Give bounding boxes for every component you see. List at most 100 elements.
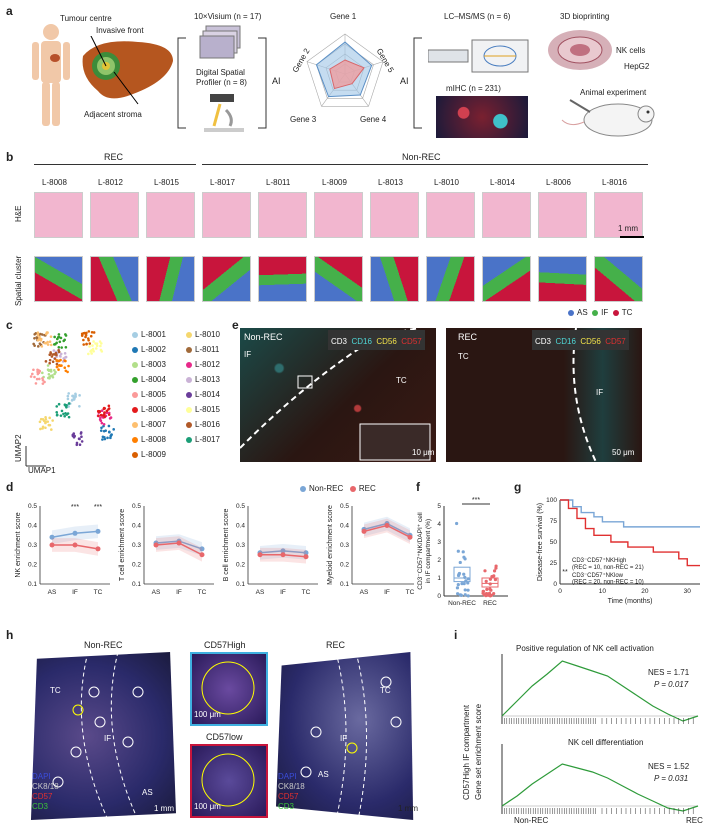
h-cd57high-scale: 100 μm (194, 710, 221, 719)
d-y-label: B cell enrichment score (223, 509, 230, 582)
sample-label: L-8013 (378, 178, 403, 187)
g-x-tick: 0 (558, 588, 562, 595)
umap-point (66, 394, 70, 398)
f-y-label-1: CD3⁻CD57⁺NK/DAPI⁺ cell (417, 512, 424, 590)
legend-rec-label: REC (358, 484, 376, 493)
marker-cd56: CD56 (376, 337, 397, 346)
f-point (484, 579, 488, 583)
d-y-tick: 0.2 (236, 562, 245, 569)
sample-label: L-8017 (210, 178, 235, 187)
umap-legend-dot (132, 436, 138, 443)
h-channel-label: CK8/18 (278, 782, 305, 791)
umap-point (107, 413, 111, 416)
d-y-label: NK enrichment score (15, 512, 22, 577)
gene4-label: Gene 4 (360, 115, 387, 124)
umap-legend-item: L-8014 (186, 390, 220, 399)
umap-point (60, 346, 63, 349)
gsea-plots (501, 654, 699, 814)
umap-point (87, 352, 90, 356)
umap-point (48, 340, 52, 344)
g-x-tick: 10 (599, 588, 607, 595)
legend-as-dot (568, 309, 574, 316)
umap-point (80, 334, 84, 337)
f-sig: *** (472, 497, 480, 504)
tumour-centre-label: Tumour centre (60, 14, 112, 23)
umap-point (79, 432, 83, 435)
umap-legend-item: L-8004 (132, 375, 166, 384)
ai-label-right: AI (400, 76, 409, 86)
he-tile (202, 192, 251, 238)
gene3-label: Gene 3 (290, 115, 317, 124)
he-tile (90, 192, 139, 238)
spatial-cluster-tile (202, 256, 251, 302)
f-point (457, 572, 461, 577)
e-marker-legend-right: CD3 CD16 CD56 CD57 (532, 330, 629, 350)
f-y-tick: 5 (437, 503, 441, 510)
umap-point (103, 435, 106, 439)
d-series-point (153, 542, 159, 548)
umap-point (54, 351, 58, 355)
sample-label: L-8008 (42, 178, 67, 187)
umap-point (99, 348, 103, 352)
umap-point (52, 349, 56, 352)
d-y-tick: 0.1 (340, 581, 349, 588)
legend-nonrec-dot (300, 485, 306, 492)
d-series-point (199, 546, 205, 552)
h-cd57low-scale: 100 μm (194, 802, 221, 811)
umap-point (59, 358, 62, 362)
umap-point (99, 342, 103, 345)
umap-point (109, 436, 112, 440)
umap-point (38, 335, 41, 339)
umap-point (89, 334, 93, 338)
marker-cd57-r: CD57 (605, 337, 626, 346)
umap-point (92, 331, 96, 334)
f-point (466, 594, 470, 598)
legend-tc-dot (612, 309, 619, 316)
h-rec-title: REC (326, 640, 346, 650)
umap-point (60, 364, 63, 367)
enrichment-score-plots: 0.1 0.2 0.3 0.4 0.5 AS IF TC NK enrichment score… (15, 503, 414, 596)
dsp-label-line2: Profiler (n = 8) (196, 78, 247, 87)
umap-legend-dot (186, 391, 192, 398)
umap-point (59, 352, 63, 356)
umap-legend-item: L-8008 (132, 435, 166, 444)
he-scale-bar (620, 236, 644, 238)
umap-point (72, 435, 76, 439)
umap-legend-item: L-8013 (186, 375, 220, 384)
rec-group-label: REC (104, 152, 124, 162)
umap-point (88, 342, 92, 345)
spatial-cluster-tile (34, 256, 83, 302)
d-y-tick: 0.3 (132, 542, 141, 549)
umap-legend-dot (132, 406, 138, 413)
umap-point (58, 354, 62, 358)
d-series-point (95, 546, 101, 552)
h-channel-label: DAPI (278, 772, 297, 781)
umap-legend-item: L-8003 (132, 360, 166, 369)
i-nes-1: NES = 1.71 (648, 668, 690, 677)
umap-legend-dot (132, 331, 138, 338)
umap-point (46, 364, 50, 367)
umap-legend-label: L-8012 (195, 360, 220, 369)
spatial-cluster-tile (482, 256, 531, 302)
umap-point (112, 428, 115, 431)
f-point (492, 574, 496, 578)
f-point (462, 555, 466, 559)
i-ylabel-2: Gene set enrichment score (474, 703, 483, 800)
adjacent-stroma-label: Adjacent stroma (84, 110, 142, 119)
umap-point (99, 413, 103, 417)
f-point (458, 560, 462, 565)
h-if-label-left: IF (104, 734, 112, 743)
umap-legend-item: L-8001 (132, 330, 166, 339)
f-point (456, 549, 460, 553)
d-legend: Non-REC REC (300, 484, 376, 493)
hepg2-label: HepG2 (624, 62, 650, 71)
umap-point (63, 366, 67, 370)
rec-mihc-image (446, 328, 642, 462)
d-x-tick: TC (302, 589, 311, 596)
f-y-tick: 4 (437, 521, 441, 528)
d-y-tick: 0.2 (28, 562, 37, 569)
ai-label-left: AI (272, 76, 281, 86)
f-point (456, 583, 460, 587)
umap2-label: UMAP2 (14, 434, 23, 462)
umap-point (44, 415, 47, 419)
